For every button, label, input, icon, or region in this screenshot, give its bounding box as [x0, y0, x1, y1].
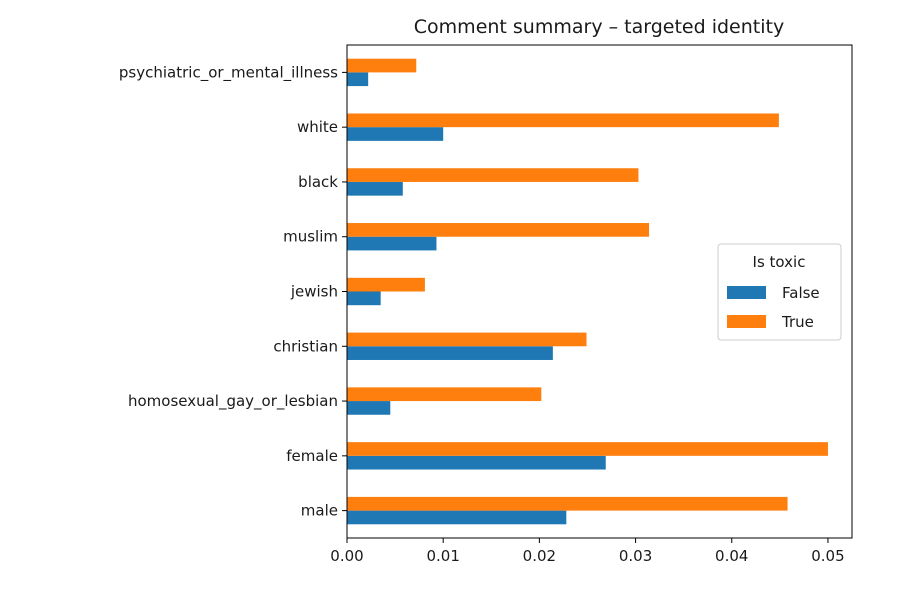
bar-false-psychiatric_or_mental_illness: [347, 72, 369, 87]
y-tick-label: christian: [273, 337, 338, 355]
y-tick-label: male: [301, 502, 338, 520]
x-tick-label: 0.01: [426, 547, 459, 565]
x-tick-label: 0.04: [715, 547, 748, 565]
x-tick-label: 0.05: [811, 547, 844, 565]
bar-false-female: [347, 455, 606, 470]
y-axis: male female homosexual_gay_or_lesbian chris…: [119, 63, 347, 520]
bar-true-white: [347, 113, 779, 128]
bar-true-jewish: [347, 277, 425, 292]
y-tick-label: black: [298, 173, 338, 191]
x-axis: 0.00 0.01 0.02 0.03 0.04 0.05: [330, 538, 845, 565]
bar-false-white: [347, 127, 444, 141]
x-tick-label: 0.00: [330, 547, 363, 565]
bar-false-jewish: [347, 291, 381, 306]
bar-false-christian: [347, 346, 553, 360]
bar-true-female: [347, 442, 828, 456]
bar-true-christian: [347, 332, 587, 347]
bar-false-black: [347, 181, 403, 196]
bar-true-male: [347, 496, 788, 511]
legend-swatch-false: [727, 286, 766, 299]
legend: Is toxic False True: [717, 243, 842, 341]
y-tick-label: jewish: [290, 283, 338, 301]
bar-false-muslim: [347, 236, 437, 251]
bars-layer: [347, 58, 828, 525]
bar-true-black: [347, 168, 639, 182]
legend-label-false: False: [782, 284, 820, 302]
x-tick-label: 0.02: [523, 547, 556, 565]
bar-false-homosexual_gay_or_lesbian: [347, 401, 391, 415]
legend-label-true: True: [781, 313, 814, 331]
bar-true-psychiatric_or_mental_illness: [347, 58, 417, 73]
bar-false-male: [347, 510, 567, 525]
y-tick-label: psychiatric_or_mental_illness: [119, 63, 338, 82]
bar-true-muslim: [347, 223, 650, 237]
y-tick-label: white: [297, 118, 338, 136]
x-tick-label: 0.03: [619, 547, 652, 565]
legend-title: Is toxic: [753, 253, 806, 271]
bar-true-homosexual_gay_or_lesbian: [347, 387, 542, 402]
y-tick-label: muslim: [283, 228, 338, 246]
y-tick-label: female: [286, 447, 338, 465]
legend-swatch-true: [727, 315, 766, 328]
chart-title: Comment summary – targeted identity: [414, 16, 784, 38]
y-tick-label: homosexual_gay_or_lesbian: [128, 392, 338, 411]
